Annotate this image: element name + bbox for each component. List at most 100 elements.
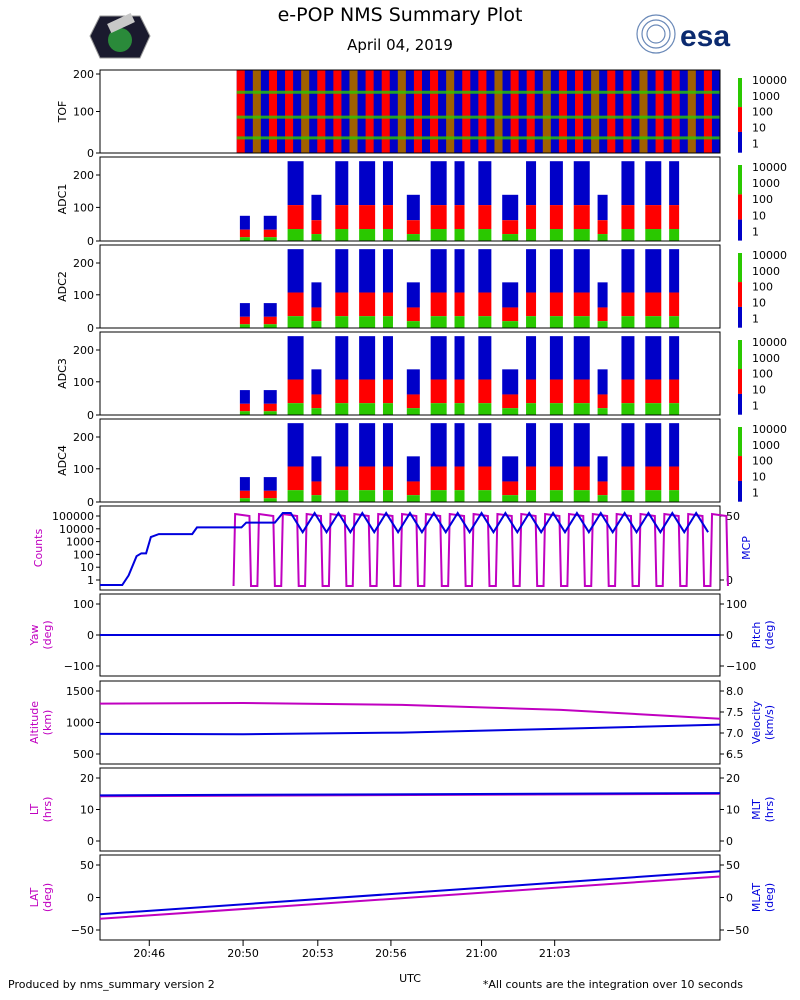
adc-column-upper bbox=[573, 249, 590, 293]
colorbar-green bbox=[738, 165, 742, 195]
adc-column-upper bbox=[406, 456, 420, 482]
tof-stripe bbox=[301, 70, 310, 153]
adc-column-base bbox=[549, 229, 563, 241]
adc-column-base bbox=[335, 490, 349, 502]
adc-column-upper bbox=[621, 161, 635, 206]
adc-column-mid bbox=[454, 292, 465, 317]
adc-column-base bbox=[406, 408, 420, 415]
adc-column-mid bbox=[454, 379, 465, 404]
y-tick-label-right: 50 bbox=[726, 859, 740, 872]
x-tick-label: 21:00 bbox=[466, 947, 498, 960]
x-tick-label: 21:03 bbox=[539, 947, 571, 960]
y-tick-label: 1 bbox=[87, 574, 94, 587]
y-tick-label: 0 bbox=[87, 892, 94, 905]
altitude-series-line bbox=[99, 701, 721, 720]
y-tick-label: 200 bbox=[73, 431, 94, 444]
adc-column-mid bbox=[526, 466, 537, 491]
adc-column-upper bbox=[335, 336, 349, 380]
adc-column-mid bbox=[669, 379, 680, 404]
colorbar-tick-label: 10 bbox=[752, 471, 766, 484]
adc-column-mid bbox=[645, 379, 662, 404]
adc-column-base bbox=[526, 316, 537, 328]
tof-band bbox=[236, 136, 720, 140]
adc-column-base bbox=[287, 316, 304, 328]
y-tick-label: 0 bbox=[87, 496, 94, 509]
adc-column-upper bbox=[621, 336, 635, 380]
adc-column-mid bbox=[239, 490, 250, 499]
adc-column-base bbox=[597, 321, 608, 328]
spectrogram-adc2 bbox=[96, 244, 721, 329]
mlt-series-line bbox=[99, 792, 721, 797]
adc-column-upper bbox=[263, 303, 277, 317]
tof-stripe bbox=[607, 70, 616, 153]
adc-column-mid bbox=[621, 292, 635, 317]
y-tick-label: 1000 bbox=[66, 717, 94, 730]
y-tick-label-right: 8.0 bbox=[726, 685, 744, 698]
tof-stripe bbox=[349, 70, 358, 153]
y-tick-label: 0 bbox=[87, 235, 94, 248]
pitch-axis-label: (deg) bbox=[763, 620, 776, 649]
adc-column-mid bbox=[287, 466, 304, 491]
colorbar-tick-label: 1000 bbox=[752, 439, 780, 452]
y-tick-label-right: 0 bbox=[726, 835, 733, 848]
lt-axis-label: (hrs) bbox=[41, 797, 54, 823]
tof-stripe bbox=[446, 70, 455, 153]
adc-column-upper bbox=[311, 194, 322, 221]
adc-column-upper bbox=[359, 249, 376, 293]
adc-column-upper bbox=[621, 249, 635, 293]
adc-column-upper bbox=[526, 161, 537, 206]
y-tick-label-right: 100 bbox=[726, 598, 747, 611]
adc-column-base bbox=[287, 229, 304, 241]
y-tick-label: 0 bbox=[87, 322, 94, 335]
mcp-series-line bbox=[100, 511, 709, 586]
adc-column-base bbox=[573, 490, 590, 502]
y-tick-label: 10000 bbox=[59, 523, 94, 536]
adc-column-upper bbox=[549, 336, 563, 380]
velocity-axis-label: Velocity bbox=[750, 700, 763, 744]
adc-column-mid bbox=[359, 292, 376, 317]
adc-column-base bbox=[478, 490, 492, 502]
adc-column-upper bbox=[406, 282, 420, 308]
y-axis-label: ADC4 bbox=[56, 445, 69, 476]
adc-column-upper bbox=[239, 390, 250, 404]
adc-column-upper bbox=[669, 423, 680, 467]
panel-frame bbox=[99, 418, 721, 503]
y-tick-label: 100000 bbox=[52, 510, 94, 523]
tof-stripe bbox=[542, 70, 551, 153]
adc-column-base bbox=[382, 316, 393, 328]
adc-column-mid bbox=[645, 466, 662, 491]
adc-column-upper bbox=[382, 336, 393, 380]
adc-column-upper bbox=[454, 249, 465, 293]
x-tick-label: 20:56 bbox=[375, 947, 407, 960]
adc-column-base bbox=[621, 490, 635, 502]
y-tick-label: 100 bbox=[73, 106, 94, 119]
tof-band bbox=[236, 90, 720, 94]
esa-logo-icon: esa bbox=[636, 14, 730, 54]
adc-column-upper bbox=[597, 194, 608, 221]
y-tick-label: 20 bbox=[80, 772, 94, 785]
y-tick-label: 10 bbox=[80, 561, 94, 574]
adc-column-base bbox=[669, 316, 680, 328]
adc-column-upper bbox=[430, 423, 447, 467]
adc-column-base bbox=[645, 316, 662, 328]
adc-column-mid bbox=[573, 379, 590, 404]
adc-column-base bbox=[239, 237, 250, 241]
colorbar-tick-label: 100 bbox=[752, 281, 773, 294]
adc-column-mid bbox=[430, 205, 447, 230]
colorbar-red bbox=[738, 194, 742, 220]
adc-column-base bbox=[287, 490, 304, 502]
adc-column-upper bbox=[239, 477, 250, 491]
y-tick-label-right: 0 bbox=[726, 892, 733, 905]
tof-stripe bbox=[494, 70, 503, 153]
adc-column-base bbox=[621, 229, 635, 241]
adc-column-mid bbox=[573, 466, 590, 491]
mlt-axis-label: MLT bbox=[750, 799, 763, 820]
y-tick-label: 200 bbox=[73, 169, 94, 182]
adc-column-base bbox=[454, 490, 465, 502]
x-tick-label: 20:53 bbox=[302, 947, 334, 960]
tof-stripe bbox=[655, 70, 664, 153]
panel-frame bbox=[99, 156, 721, 242]
colorbar-tick-label: 1000 bbox=[752, 177, 780, 190]
y-tick-label-right: 0 bbox=[726, 629, 733, 642]
